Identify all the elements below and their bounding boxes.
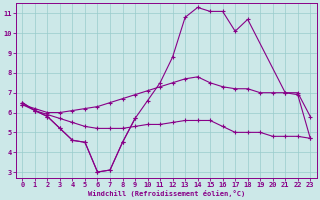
X-axis label: Windchill (Refroidissement éolien,°C): Windchill (Refroidissement éolien,°C) <box>88 190 245 197</box>
